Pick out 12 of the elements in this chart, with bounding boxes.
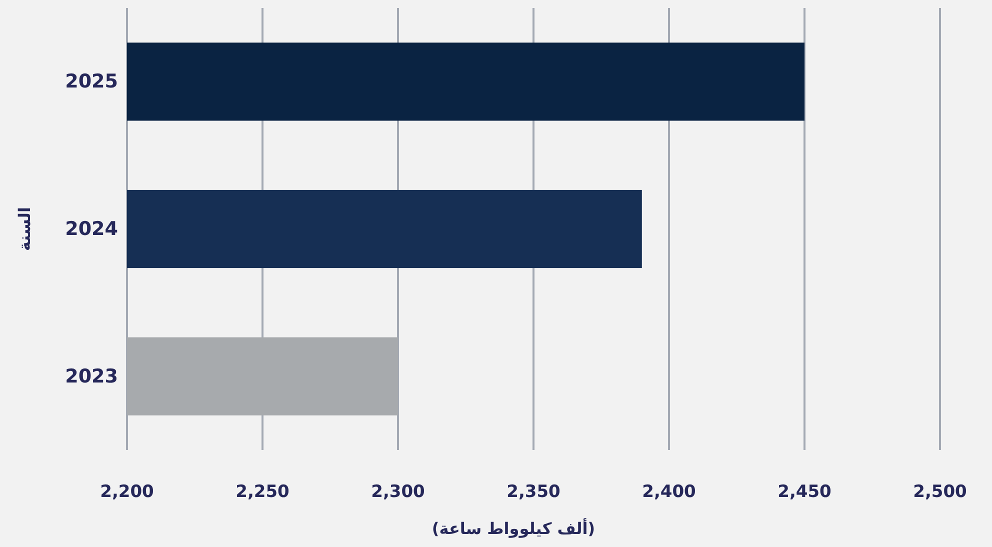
x-tick-label: 2,450	[778, 482, 832, 502]
x-tick-label: 2,300	[371, 482, 426, 502]
x-tick-label: 2,200	[100, 482, 154, 502]
y-tick-label: 2023	[65, 365, 118, 388]
y-tick-label: 2024	[65, 218, 118, 240]
x-tick-label: 2,500	[913, 482, 968, 502]
x-axis-title: (ألف كيلوواط ساعة)	[432, 518, 596, 538]
y-tick-label: 2025	[65, 70, 118, 93]
x-tick-label: 2,350	[506, 482, 561, 502]
x-tick-label: 2,400	[642, 482, 696, 502]
y-axis-title: السنة	[15, 206, 34, 252]
x-tick-label: 2,250	[236, 482, 290, 502]
